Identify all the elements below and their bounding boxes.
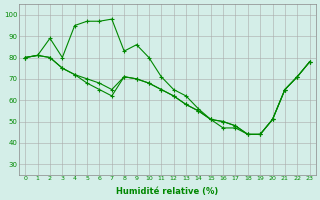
X-axis label: Humidité relative (%): Humidité relative (%) xyxy=(116,187,219,196)
